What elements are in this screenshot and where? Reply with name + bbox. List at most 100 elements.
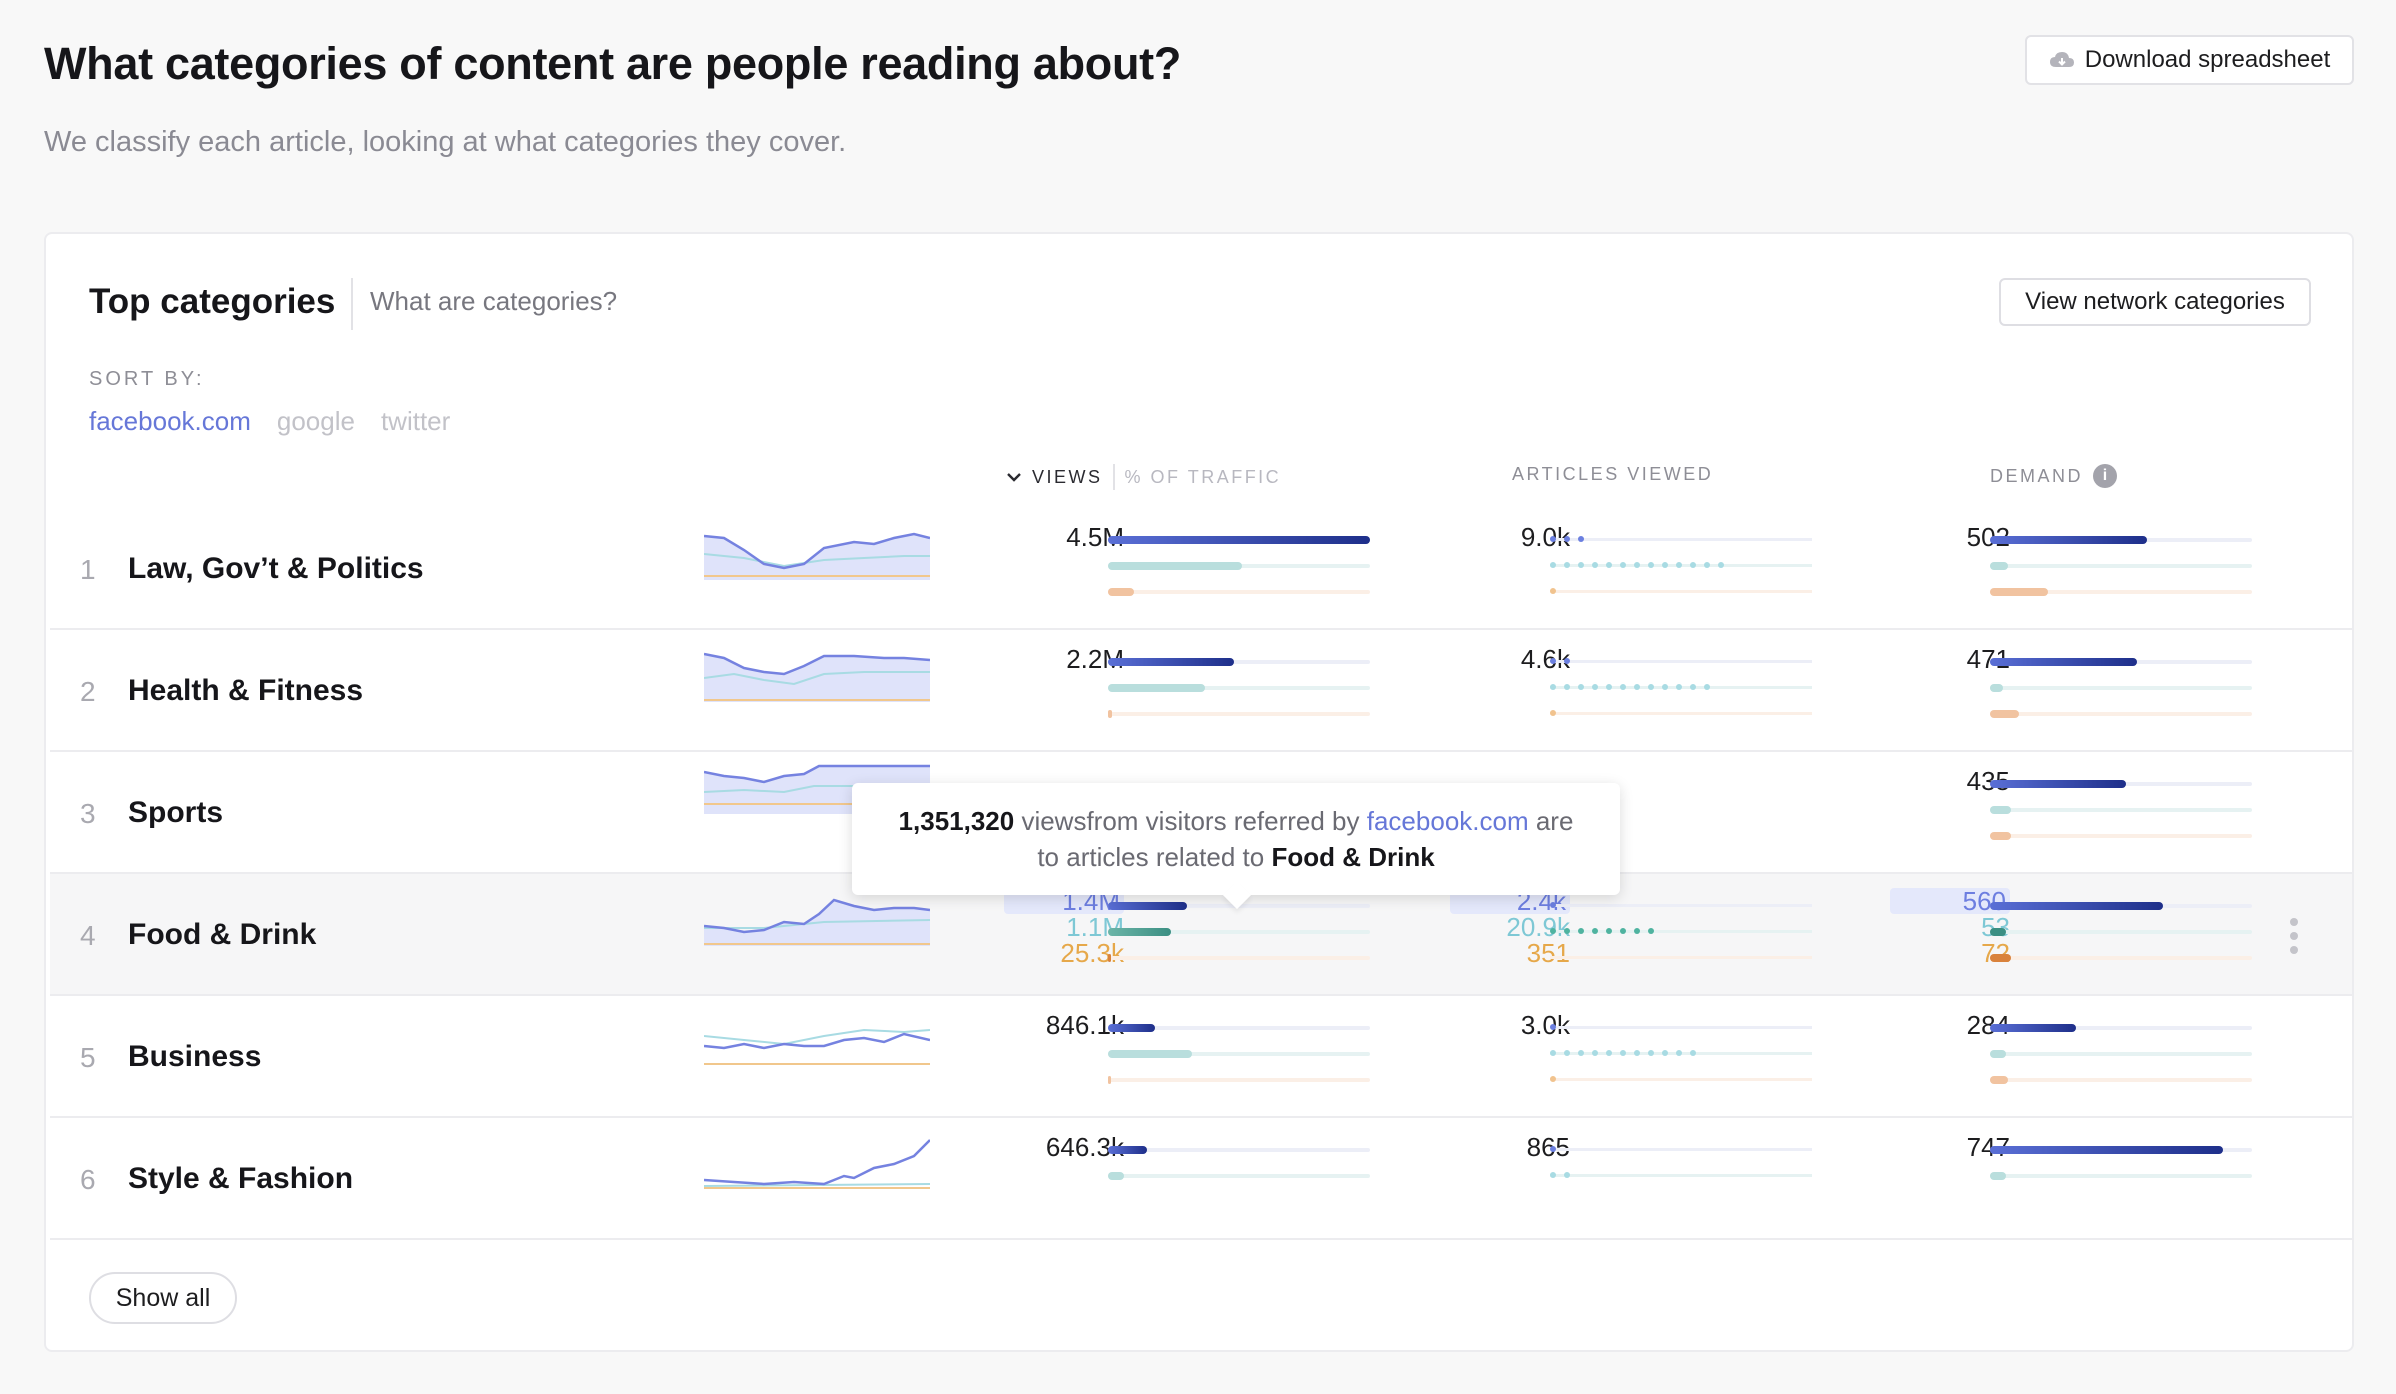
bar-fill [1990, 562, 2009, 570]
sparkline-line [704, 553, 930, 568]
article-dot [1676, 1050, 1682, 1056]
bar-fill [1990, 1076, 2009, 1084]
sparkline [704, 898, 930, 946]
article-dot [1550, 1050, 1556, 1056]
views-header-label: VIEWS [1032, 466, 1103, 487]
bar-fill [1990, 710, 2019, 718]
table-row[interactable]: 6 Style & Fashion 646.3k 865 747 [50, 1118, 2352, 1240]
article-dot [1648, 1050, 1654, 1056]
article-dot [1564, 562, 1570, 568]
column-header-articles[interactable]: ARTICLES VIEWED [1512, 464, 1713, 485]
article-dot [1564, 1172, 1570, 1178]
table-row[interactable]: 5 Business 846.1k 3.0k 284 [50, 996, 2352, 1118]
articles-stack-value: 351 [1526, 938, 1570, 968]
article-dot [1550, 1024, 1556, 1030]
bar-fill [1990, 902, 2163, 910]
article-dot [1550, 588, 1556, 594]
article-dot [1578, 1050, 1584, 1056]
article-dot [1606, 1050, 1612, 1056]
views-value: 646.3k [1045, 1132, 1124, 1162]
article-dot [1620, 562, 1626, 568]
column-header-demand[interactable]: DEMAND i [1990, 464, 2118, 488]
demand-header-label: DEMAND [1990, 465, 2084, 486]
row-menu-icon[interactable] [2290, 918, 2298, 954]
traffic-header-label[interactable]: % OF TRAFFIC [1124, 466, 1282, 487]
article-dot [1564, 536, 1570, 542]
article-dot [1564, 684, 1570, 690]
page-title: What categories of content are people re… [44, 38, 1182, 89]
row-rank: 6 [80, 1164, 96, 1195]
dot-track [1550, 1174, 1812, 1177]
article-dot [1634, 684, 1640, 690]
article-dot [1620, 684, 1626, 690]
sparkline-line [704, 1028, 930, 1046]
download-spreadsheet-label: Download spreadsheet [2084, 46, 2331, 73]
article-dot [1676, 562, 1682, 568]
row-rank: 2 [80, 676, 96, 707]
view-network-categories-button[interactable]: View network categories [1999, 278, 2311, 326]
article-dot [1634, 928, 1640, 934]
article-dot [1662, 562, 1668, 568]
sort-option-facebook[interactable]: facebook.com [89, 406, 251, 436]
articles-value: 9.0k [1520, 522, 1570, 552]
sort-option-google[interactable]: google [276, 406, 355, 436]
bar-track [1108, 686, 1370, 690]
row-category[interactable]: Business [128, 1040, 262, 1073]
show-all-button[interactable]: Show all [89, 1272, 237, 1324]
what-are-categories-link[interactable]: What are categories? [370, 286, 618, 316]
row-category[interactable]: Law, Gov’t & Politics [128, 552, 424, 585]
column-header-views[interactable]: VIEWS % OF TRAFFIC [1006, 464, 1281, 490]
info-icon[interactable]: i [2093, 464, 2118, 488]
views-value: 4.5M [1066, 522, 1124, 552]
row-category[interactable]: Health & Fitness [128, 674, 364, 707]
row-category[interactable]: Food & Drink [128, 918, 317, 951]
sparkline-line [704, 1139, 930, 1186]
table-row[interactable]: 1 Law, Gov’t & Politics 4.5M 9.0k 502 [50, 508, 2352, 630]
sparkline [704, 1139, 930, 1189]
row-category[interactable]: Style & Fashion [128, 1162, 354, 1195]
bar-fill [1108, 536, 1370, 544]
row-rank: 1 [80, 554, 96, 585]
row-category[interactable]: Sports [128, 796, 224, 829]
dot-track [1550, 956, 1812, 959]
bar-track [1990, 590, 2252, 594]
dot-track [1550, 904, 1812, 907]
views-stack: 1.4M 1.1M 25.3k [1004, 888, 1124, 966]
sparkline-line [704, 652, 930, 676]
bar-track [1108, 956, 1370, 960]
bar-track [1108, 1174, 1370, 1178]
views-value: 846.1k [1045, 1010, 1124, 1040]
bar-track [1108, 1078, 1370, 1082]
demand-stack-value: 560 [1890, 888, 2010, 914]
sparkline-area [704, 654, 930, 702]
row-rank: 3 [80, 798, 96, 829]
article-dot [1592, 928, 1598, 934]
row-rank: 5 [80, 1042, 96, 1073]
tooltip-source-link: facebook.com [1366, 806, 1529, 836]
article-dot [1690, 562, 1696, 568]
articles-stack-value: 20.9k [1506, 912, 1570, 942]
article-dot [1550, 902, 1556, 908]
articles-value: 865 [1526, 1132, 1570, 1162]
article-dot [1550, 1146, 1556, 1152]
article-dot [1620, 1050, 1626, 1056]
download-spreadsheet-button[interactable]: Download spreadsheet [2025, 35, 2354, 85]
views-stack-value: 1.1M [1066, 912, 1124, 942]
article-dot [1578, 562, 1584, 568]
tooltip-category: Food & Drink [1271, 842, 1435, 872]
bar-fill [1108, 1050, 1192, 1058]
table-row[interactable]: 2 Health & Fitness 2.2M 4.6k 471 [50, 630, 2352, 752]
article-dot [1592, 684, 1598, 690]
articles-value: 3.0k [1520, 1010, 1570, 1040]
article-dot [1578, 536, 1584, 542]
bar-track [1990, 956, 2252, 960]
bar-track [1990, 712, 2252, 716]
title-divider [351, 278, 353, 330]
article-dot [1634, 1050, 1640, 1056]
sort-option-twitter[interactable]: twitter [380, 406, 451, 436]
bar-track [1990, 564, 2252, 568]
tooltip-text-1: viewsfrom visitors referred by [1014, 806, 1367, 836]
bar-fill [1108, 1076, 1111, 1084]
bar-track [1990, 930, 2252, 934]
